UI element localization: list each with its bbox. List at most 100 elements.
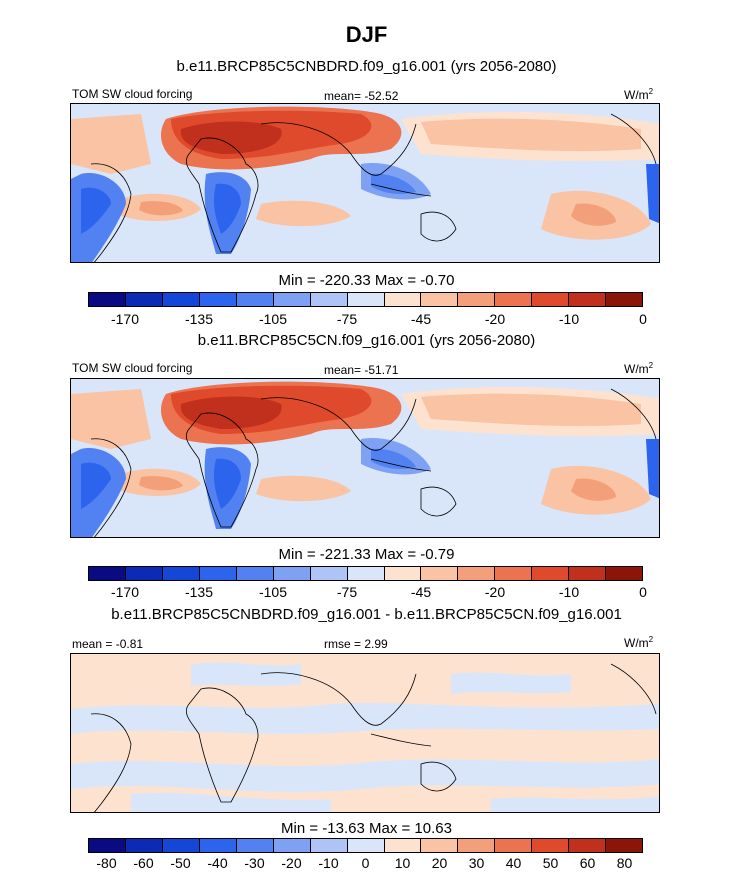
colorbar-swatch (606, 839, 643, 852)
colorbar-swatch (532, 567, 570, 580)
panel-2-units: W/m2 (624, 361, 654, 376)
panel-1-mean-label: mean= -52.52 (324, 89, 399, 103)
colorbar-swatch (384, 293, 422, 306)
panel-1-map-svg (71, 104, 659, 262)
panel-2-mean-label: mean= -51.71 (324, 363, 399, 377)
colorbar-tick-label: -75 (336, 584, 358, 600)
panel-1-colorbar (88, 292, 643, 307)
panel-1-map (70, 103, 660, 263)
panel-2-title: b.e11.BRCP85C5CN.f09_g16.001 (yrs 2056-2… (197, 332, 536, 349)
colorbar-tick-label: -75 (336, 311, 358, 327)
colorbar-swatch (495, 567, 533, 580)
colorbar-tick-label: -10 (558, 584, 580, 600)
colorbar-swatch (89, 293, 126, 306)
colorbar-tick-label: -80 (96, 855, 117, 871)
colorbar-swatch (162, 839, 200, 852)
colorbar-tick-label: -10 (318, 855, 339, 871)
colorbar-tick-label: -60 (133, 855, 154, 871)
colorbar-swatch (606, 293, 643, 306)
panel-2-variable-label: TOM SW cloud forcing (72, 361, 193, 375)
colorbar-tick-label: 40 (505, 855, 522, 871)
colorbar-swatch (273, 567, 311, 580)
panel-2-map (70, 378, 660, 538)
colorbar-swatch (606, 567, 643, 580)
colorbar-swatch (347, 839, 385, 852)
colorbar-tick-label: -170 (110, 584, 140, 600)
colorbar-tick-label: -170 (110, 311, 140, 327)
colorbar-tick-label: 0 (639, 311, 647, 327)
colorbar-swatch (569, 293, 607, 306)
colorbar-tick-label: -10 (558, 311, 580, 327)
colorbar-swatch (89, 567, 126, 580)
panel-1-variable-label: TOM SW cloud forcing (72, 87, 193, 101)
panel-2-colorbar-ticks: -170 -135 -105 -75 -45 -20 -10 0 (88, 584, 647, 602)
panel-3-map (70, 653, 660, 813)
colorbar-tick-label: -45 (410, 311, 432, 327)
colorbar-swatch (199, 293, 237, 306)
colorbar-swatch (384, 839, 422, 852)
colorbar-swatch (310, 839, 348, 852)
colorbar-swatch (532, 293, 570, 306)
panel-3-colorbar (88, 838, 643, 853)
colorbar-tick-label: -40 (207, 855, 228, 871)
figure-title: DJF (345, 22, 388, 47)
colorbar-swatch (162, 567, 200, 580)
colorbar-tick-label: -20 (484, 311, 506, 327)
colorbar-swatch (569, 567, 607, 580)
colorbar-swatch (532, 839, 570, 852)
colorbar-swatch (458, 839, 496, 852)
colorbar-swatch (384, 567, 422, 580)
colorbar-swatch (125, 293, 163, 306)
panel-1-title: b.e11.BRCP85C5CNBDRD.f09_g16.001 (yrs 20… (176, 58, 557, 75)
colorbar-swatch (310, 293, 348, 306)
colorbar-swatch (125, 839, 163, 852)
colorbar-swatch (310, 567, 348, 580)
colorbar-tick-label: -30 (244, 855, 265, 871)
colorbar-swatch (273, 293, 311, 306)
colorbar-swatch (421, 567, 459, 580)
colorbar-tick-label: 20 (431, 855, 448, 871)
colorbar-tick-label: -105 (258, 584, 288, 600)
panel-3-units: W/m2 (624, 635, 654, 650)
colorbar-tick-label: 10 (394, 855, 411, 871)
colorbar-swatch (347, 293, 385, 306)
panel-2-minmax: Min = -221.33 Max = -0.79 (278, 546, 455, 563)
panel-1-minmax: Min = -220.33 Max = -0.70 (278, 272, 455, 289)
colorbar-tick-label: 50 (542, 855, 559, 871)
colorbar-tick-label: -20 (484, 584, 506, 600)
colorbar-tick-label: 0 (361, 855, 370, 871)
colorbar-swatch (458, 567, 496, 580)
colorbar-swatch (569, 839, 607, 852)
colorbar-swatch (162, 293, 200, 306)
colorbar-swatch (495, 293, 533, 306)
panel-2-colorbar (88, 566, 643, 581)
colorbar-swatch (199, 567, 237, 580)
panel-1-units: W/m2 (624, 87, 654, 102)
colorbar-tick-label: -20 (281, 855, 302, 871)
colorbar-swatch (89, 839, 126, 852)
colorbar-tick-label: -105 (258, 311, 288, 327)
colorbar-swatch (236, 567, 274, 580)
panel-3-title: b.e11.BRCP85C5CNBDRD.f09_g16.001 - b.e11… (111, 606, 622, 623)
colorbar-swatch (236, 839, 274, 852)
colorbar-swatch (495, 839, 533, 852)
colorbar-swatch (273, 839, 311, 852)
colorbar-tick-label: -45 (410, 584, 432, 600)
panel-3-map-svg (71, 654, 659, 812)
colorbar-swatch (347, 567, 385, 580)
colorbar-swatch (421, 839, 459, 852)
colorbar-tick-label: 60 (579, 855, 596, 871)
colorbar-tick-label: 30 (468, 855, 485, 871)
panel-2-map-svg (71, 379, 659, 537)
panel-3-colorbar-ticks: -80 -60 -50 -40 -30 -20 -10 0 10 20 30 40 50 60 80 (88, 855, 643, 873)
panel-1-colorbar-ticks: -170 -135 -105 -75 -45 -20 -10 0 (88, 311, 647, 329)
colorbar-tick-label: 80 (616, 855, 633, 871)
colorbar-swatch (199, 839, 237, 852)
panel-3-rmse-label: rmse = 2.99 (324, 637, 388, 651)
panel-3-mean-label: mean = -0.81 (72, 637, 144, 651)
colorbar-swatch (458, 293, 496, 306)
colorbar-tick-label: -135 (184, 311, 214, 327)
colorbar-swatch (125, 567, 163, 580)
colorbar-swatch (421, 293, 459, 306)
panel-3-minmax: Min = -13.63 Max = 10.63 (281, 820, 452, 837)
